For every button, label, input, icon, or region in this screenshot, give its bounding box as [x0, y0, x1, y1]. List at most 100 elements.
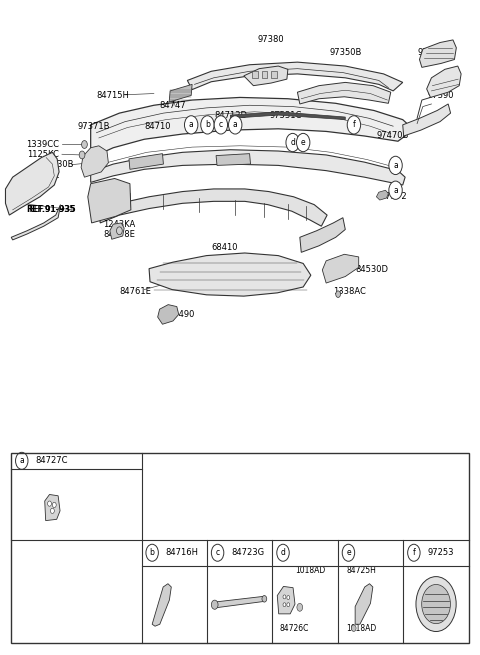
Polygon shape: [99, 189, 327, 226]
Circle shape: [211, 600, 218, 609]
Text: a: a: [189, 121, 193, 130]
Text: 1338AC: 1338AC: [333, 287, 366, 296]
Circle shape: [347, 116, 360, 134]
Circle shape: [297, 603, 302, 611]
Text: b: b: [205, 121, 210, 130]
Text: 1018AD: 1018AD: [296, 567, 326, 575]
Polygon shape: [91, 150, 405, 185]
Circle shape: [211, 544, 224, 561]
Text: 97531C: 97531C: [269, 111, 301, 120]
Text: 1243KA: 1243KA: [103, 219, 135, 229]
Text: 1018AD: 1018AD: [347, 624, 377, 633]
Text: 97380: 97380: [258, 35, 285, 45]
Circle shape: [146, 544, 158, 561]
Polygon shape: [252, 71, 258, 78]
Polygon shape: [277, 586, 295, 614]
Polygon shape: [110, 223, 124, 239]
Text: 97470B: 97470B: [377, 132, 409, 140]
Text: 84727C: 84727C: [35, 457, 68, 465]
Polygon shape: [214, 596, 265, 608]
Text: d: d: [281, 548, 286, 557]
Polygon shape: [427, 66, 461, 98]
Text: e: e: [301, 138, 305, 147]
Text: d: d: [290, 138, 295, 147]
Text: 97490: 97490: [168, 310, 195, 319]
Text: a: a: [393, 186, 398, 195]
Polygon shape: [129, 154, 163, 170]
Text: 97371B: 97371B: [78, 122, 110, 131]
Text: 97253: 97253: [427, 548, 454, 557]
Text: 84716H: 84716H: [166, 548, 199, 557]
Polygon shape: [300, 217, 345, 252]
Polygon shape: [149, 253, 311, 296]
Text: REF.91-935: REF.91-935: [28, 206, 74, 214]
Circle shape: [184, 116, 198, 134]
Polygon shape: [11, 204, 60, 240]
Polygon shape: [262, 71, 267, 78]
Text: 97010B: 97010B: [418, 48, 450, 58]
Text: REF.91-935: REF.91-935: [26, 206, 76, 214]
Text: 84725H: 84725H: [347, 567, 376, 575]
Circle shape: [286, 134, 300, 152]
Text: 97372: 97372: [381, 193, 408, 201]
Circle shape: [416, 576, 456, 631]
Polygon shape: [230, 112, 345, 120]
Circle shape: [15, 453, 28, 470]
Text: 84761E: 84761E: [120, 287, 152, 296]
Polygon shape: [244, 66, 288, 86]
Circle shape: [389, 181, 402, 199]
Polygon shape: [298, 83, 391, 104]
Text: 84178E: 84178E: [104, 229, 135, 238]
Polygon shape: [5, 153, 59, 215]
Circle shape: [283, 603, 286, 607]
Text: 97390: 97390: [428, 91, 454, 100]
Text: 1125KC: 1125KC: [27, 150, 59, 159]
Polygon shape: [187, 62, 403, 91]
Circle shape: [82, 141, 87, 149]
Circle shape: [79, 151, 85, 159]
Circle shape: [297, 134, 310, 152]
Polygon shape: [355, 584, 373, 624]
Text: 84830B: 84830B: [41, 160, 73, 169]
Polygon shape: [420, 40, 456, 67]
Text: 84726C: 84726C: [280, 624, 309, 633]
Text: c: c: [216, 548, 220, 557]
Circle shape: [214, 116, 228, 134]
Text: 97350B: 97350B: [329, 48, 361, 58]
Circle shape: [287, 595, 290, 599]
Circle shape: [262, 595, 267, 602]
Text: f: f: [352, 121, 355, 130]
Circle shape: [287, 603, 290, 607]
Polygon shape: [169, 84, 192, 102]
Text: 68410: 68410: [211, 243, 238, 252]
Circle shape: [228, 116, 242, 134]
Text: b: b: [150, 548, 155, 557]
Text: 84715H: 84715H: [97, 91, 130, 100]
Polygon shape: [86, 98, 410, 172]
Text: c: c: [219, 121, 223, 130]
Circle shape: [336, 291, 340, 297]
Text: 84723G: 84723G: [231, 548, 264, 557]
Text: 1339CC: 1339CC: [26, 140, 60, 149]
Polygon shape: [157, 305, 179, 324]
Circle shape: [277, 544, 289, 561]
Polygon shape: [88, 178, 131, 223]
Text: 84710: 84710: [144, 122, 171, 131]
Text: e: e: [346, 548, 351, 557]
Circle shape: [117, 227, 122, 234]
Circle shape: [422, 584, 450, 624]
Polygon shape: [45, 495, 60, 521]
Bar: [11, 453, 469, 643]
Polygon shape: [403, 104, 451, 136]
Text: 84712D: 84712D: [214, 111, 247, 120]
Polygon shape: [81, 146, 108, 177]
Circle shape: [50, 508, 54, 514]
Polygon shape: [216, 154, 251, 166]
Circle shape: [351, 625, 356, 631]
Text: a: a: [233, 121, 238, 130]
Text: a: a: [393, 161, 398, 170]
Circle shape: [389, 157, 402, 174]
Polygon shape: [271, 71, 277, 78]
Circle shape: [48, 501, 51, 506]
Text: a: a: [19, 457, 24, 465]
